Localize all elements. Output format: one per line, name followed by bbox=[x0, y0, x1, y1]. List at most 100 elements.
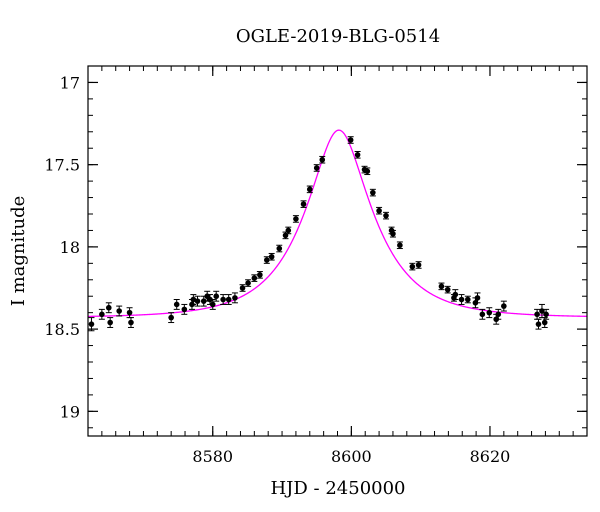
data-point bbox=[251, 274, 258, 282]
y-tick-label: 17.5 bbox=[44, 156, 80, 175]
data-point bbox=[268, 252, 275, 261]
point-marker bbox=[474, 295, 481, 301]
y-tick-label: 17 bbox=[60, 73, 80, 92]
point-marker bbox=[354, 152, 361, 158]
data-point bbox=[319, 155, 326, 164]
data-point bbox=[98, 308, 105, 320]
data-point bbox=[300, 200, 307, 208]
data-point bbox=[500, 300, 507, 312]
point-marker bbox=[300, 201, 307, 207]
point-marker bbox=[239, 285, 246, 291]
data-point bbox=[263, 256, 270, 264]
point-marker bbox=[245, 280, 251, 286]
model-layer bbox=[87, 129, 588, 318]
point-marker bbox=[313, 165, 320, 171]
data-point bbox=[369, 188, 376, 197]
x-axis-label: HJD - 2450000 bbox=[270, 478, 405, 499]
data-point bbox=[543, 308, 550, 320]
data-point bbox=[458, 294, 465, 305]
point-marker bbox=[415, 262, 422, 268]
data-point bbox=[127, 317, 134, 328]
x-tick-label: 8580 bbox=[192, 447, 233, 466]
point-marker bbox=[319, 156, 326, 163]
point-marker bbox=[225, 296, 232, 303]
point-marker bbox=[232, 295, 238, 301]
point-marker bbox=[107, 319, 113, 326]
point-marker bbox=[285, 227, 292, 234]
point-marker bbox=[220, 296, 226, 303]
point-marker bbox=[213, 293, 220, 300]
point-marker bbox=[390, 230, 396, 237]
point-marker bbox=[397, 242, 403, 249]
point-marker bbox=[126, 309, 133, 316]
point-marker bbox=[535, 321, 542, 327]
point-marker bbox=[306, 186, 313, 193]
point-marker bbox=[200, 298, 207, 304]
data-point bbox=[495, 308, 502, 320]
data-point bbox=[464, 295, 471, 304]
data-point bbox=[313, 164, 320, 172]
data-point bbox=[354, 151, 361, 159]
point-marker bbox=[479, 311, 486, 318]
data-point bbox=[256, 271, 263, 279]
data-point bbox=[389, 229, 396, 238]
data-point bbox=[200, 295, 207, 307]
point-marker bbox=[486, 309, 493, 316]
point-marker bbox=[99, 311, 105, 318]
point-marker bbox=[264, 257, 270, 263]
data-point bbox=[438, 282, 445, 291]
point-marker bbox=[541, 319, 548, 326]
point-marker bbox=[543, 311, 549, 318]
data-point bbox=[306, 185, 313, 194]
point-marker bbox=[534, 311, 540, 318]
data-point bbox=[415, 261, 422, 269]
point-marker bbox=[383, 212, 389, 219]
point-marker bbox=[194, 298, 201, 304]
data-point bbox=[209, 299, 216, 310]
point-marker bbox=[409, 263, 416, 270]
data-point bbox=[181, 303, 188, 315]
point-marker bbox=[88, 321, 95, 327]
point-marker bbox=[464, 296, 471, 303]
point-marker bbox=[495, 311, 502, 318]
data-point bbox=[383, 211, 390, 220]
data-point bbox=[220, 294, 227, 305]
x-tick-label: 8620 bbox=[470, 447, 511, 466]
point-marker bbox=[438, 283, 445, 290]
point-marker bbox=[173, 301, 180, 308]
point-marker bbox=[347, 137, 354, 143]
data-point bbox=[535, 318, 542, 330]
point-marker bbox=[181, 306, 188, 313]
data-point bbox=[292, 215, 299, 223]
data-point bbox=[541, 317, 548, 328]
point-marker bbox=[105, 304, 112, 311]
data-point bbox=[376, 206, 383, 215]
point-marker bbox=[268, 253, 275, 260]
point-marker bbox=[364, 168, 371, 175]
point-marker bbox=[501, 303, 507, 309]
data-point bbox=[88, 317, 95, 332]
data-point bbox=[239, 284, 246, 292]
data-point bbox=[396, 241, 403, 250]
minor-ticks bbox=[87, 65, 588, 436]
data-point bbox=[409, 262, 416, 271]
point-marker bbox=[376, 207, 382, 214]
y-tick-label: 19 bbox=[60, 402, 80, 421]
data-point bbox=[168, 312, 175, 324]
data-point bbox=[105, 302, 112, 314]
data-point bbox=[347, 136, 354, 144]
point-marker bbox=[452, 291, 459, 298]
y-axis-label: I magnitude bbox=[8, 196, 29, 307]
chart-title: OGLE-2019-BLG-0514 bbox=[236, 26, 440, 47]
data-point bbox=[285, 226, 292, 235]
model-curve bbox=[87, 129, 588, 318]
data-point bbox=[474, 292, 481, 304]
point-marker bbox=[116, 308, 122, 314]
data-point bbox=[190, 294, 197, 305]
data-point bbox=[173, 299, 180, 310]
data-point bbox=[231, 292, 238, 304]
data-point bbox=[213, 290, 220, 302]
data-point bbox=[444, 285, 451, 294]
point-marker bbox=[257, 272, 263, 278]
